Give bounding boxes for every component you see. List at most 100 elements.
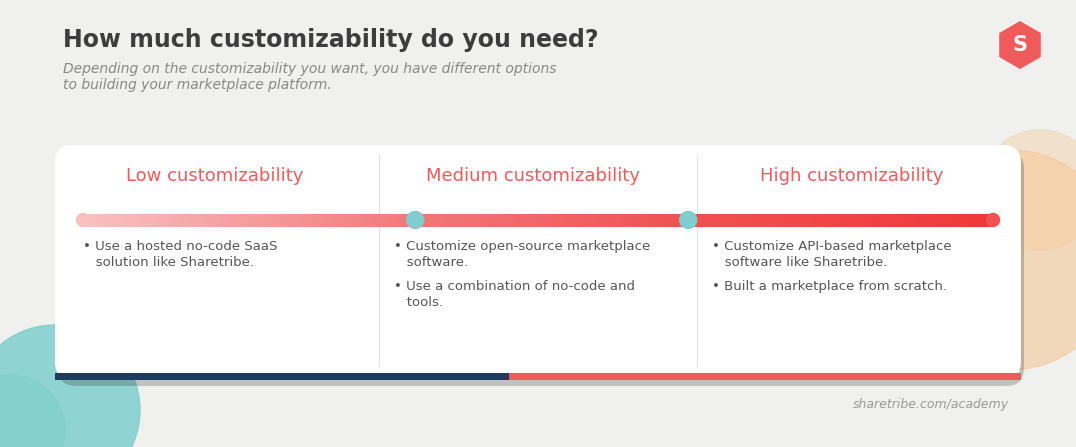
Bar xyxy=(328,214,334,227)
Bar xyxy=(752,214,756,227)
Bar xyxy=(943,214,948,227)
Bar xyxy=(570,214,575,227)
Bar xyxy=(242,214,247,227)
Bar xyxy=(934,214,939,227)
Bar xyxy=(547,214,552,227)
Bar xyxy=(506,214,511,227)
FancyBboxPatch shape xyxy=(55,373,509,380)
Bar xyxy=(711,214,716,227)
Bar xyxy=(893,214,898,227)
Bar xyxy=(542,214,548,227)
Bar xyxy=(897,214,903,227)
Bar xyxy=(793,214,797,227)
Bar xyxy=(538,214,543,227)
Bar xyxy=(352,214,356,227)
Circle shape xyxy=(987,214,1000,227)
Bar xyxy=(124,214,129,227)
Text: solution like Sharetribe.: solution like Sharetribe. xyxy=(83,256,254,269)
Bar xyxy=(434,214,438,227)
Bar xyxy=(852,214,856,227)
Bar xyxy=(902,214,907,227)
Bar xyxy=(265,214,270,227)
Bar xyxy=(142,214,147,227)
Bar xyxy=(989,214,993,227)
Bar xyxy=(379,214,384,227)
Bar xyxy=(111,214,115,227)
Bar xyxy=(957,214,962,227)
Circle shape xyxy=(680,211,696,228)
Bar xyxy=(224,214,229,227)
Bar xyxy=(483,214,489,227)
FancyBboxPatch shape xyxy=(58,151,1024,386)
Bar xyxy=(975,214,980,227)
Bar xyxy=(493,214,497,227)
Bar xyxy=(838,214,844,227)
Bar xyxy=(770,214,775,227)
Bar xyxy=(342,214,348,227)
Bar xyxy=(593,214,597,227)
Bar xyxy=(324,214,329,227)
Bar xyxy=(233,214,238,227)
Bar xyxy=(238,214,243,227)
Bar xyxy=(420,214,425,227)
Bar xyxy=(601,214,607,227)
Bar xyxy=(511,214,515,227)
Bar xyxy=(338,214,343,227)
Bar xyxy=(287,214,293,227)
Bar xyxy=(834,214,839,227)
Bar xyxy=(456,214,462,227)
Bar xyxy=(652,214,656,227)
Bar xyxy=(465,214,470,227)
Circle shape xyxy=(900,150,1076,370)
Bar xyxy=(360,214,366,227)
Bar xyxy=(119,214,125,227)
Bar xyxy=(461,214,466,227)
Bar xyxy=(775,214,780,227)
Bar xyxy=(889,214,893,227)
Bar xyxy=(611,214,615,227)
Bar xyxy=(811,214,816,227)
Bar xyxy=(475,214,479,227)
Bar xyxy=(201,214,207,227)
Bar xyxy=(383,214,388,227)
Bar xyxy=(702,214,707,227)
Bar xyxy=(916,214,921,227)
FancyBboxPatch shape xyxy=(509,373,1021,380)
Bar xyxy=(724,214,730,227)
Bar xyxy=(961,214,966,227)
Bar xyxy=(487,214,493,227)
Text: • Use a combination of no-code and: • Use a combination of no-code and xyxy=(394,280,635,293)
Bar xyxy=(697,214,703,227)
Bar xyxy=(152,214,156,227)
Bar xyxy=(647,214,652,227)
Bar xyxy=(320,214,325,227)
Bar xyxy=(865,214,870,227)
Bar xyxy=(187,214,193,227)
Polygon shape xyxy=(1000,21,1040,69)
Text: • Use a hosted no-code SaaS: • Use a hosted no-code SaaS xyxy=(83,240,278,253)
Bar xyxy=(830,214,834,227)
Bar xyxy=(133,214,138,227)
Bar xyxy=(252,214,256,227)
Bar xyxy=(930,214,934,227)
Bar xyxy=(856,214,862,227)
Bar xyxy=(256,214,261,227)
Bar xyxy=(524,214,529,227)
Circle shape xyxy=(407,211,424,228)
Bar xyxy=(779,214,784,227)
Bar xyxy=(297,214,302,227)
Bar xyxy=(115,214,119,227)
Bar xyxy=(479,214,484,227)
Bar xyxy=(156,214,160,227)
Bar xyxy=(634,214,638,227)
Bar xyxy=(183,214,188,227)
Bar xyxy=(597,214,603,227)
Circle shape xyxy=(0,325,140,447)
Bar xyxy=(306,214,311,227)
Bar xyxy=(83,214,88,227)
Bar xyxy=(279,214,284,227)
Bar xyxy=(197,214,202,227)
Bar xyxy=(783,214,789,227)
Bar xyxy=(848,214,852,227)
Bar xyxy=(756,214,762,227)
